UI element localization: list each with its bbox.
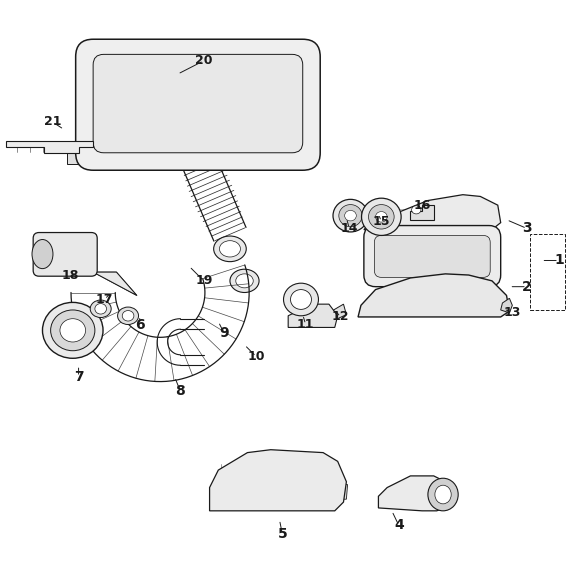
Ellipse shape xyxy=(118,307,139,325)
Text: 10: 10 xyxy=(248,350,265,363)
Ellipse shape xyxy=(283,283,319,316)
Polygon shape xyxy=(333,304,346,321)
Ellipse shape xyxy=(376,212,387,222)
Text: 16: 16 xyxy=(413,199,431,212)
Ellipse shape xyxy=(219,240,240,257)
Ellipse shape xyxy=(213,236,246,261)
Ellipse shape xyxy=(339,205,362,227)
Ellipse shape xyxy=(32,239,53,269)
Text: 12: 12 xyxy=(332,311,349,324)
Polygon shape xyxy=(6,141,93,153)
Text: 21: 21 xyxy=(44,115,61,129)
Polygon shape xyxy=(209,450,346,511)
Text: 4: 4 xyxy=(394,518,404,532)
Polygon shape xyxy=(501,298,512,313)
Text: 3: 3 xyxy=(522,222,532,235)
FancyBboxPatch shape xyxy=(375,235,490,277)
Ellipse shape xyxy=(345,211,356,221)
Text: 13: 13 xyxy=(504,307,521,319)
Ellipse shape xyxy=(122,311,134,321)
Text: 1: 1 xyxy=(554,253,564,267)
Polygon shape xyxy=(364,195,501,230)
FancyBboxPatch shape xyxy=(33,232,97,276)
Text: 2: 2 xyxy=(522,280,532,294)
Ellipse shape xyxy=(290,290,312,309)
Ellipse shape xyxy=(95,304,106,314)
Polygon shape xyxy=(67,153,102,164)
Text: 14: 14 xyxy=(340,222,358,235)
Ellipse shape xyxy=(60,319,86,342)
Text: 11: 11 xyxy=(297,318,315,331)
Text: 17: 17 xyxy=(96,293,113,306)
Ellipse shape xyxy=(236,274,253,288)
FancyBboxPatch shape xyxy=(93,54,303,153)
Text: 7: 7 xyxy=(74,370,83,384)
Ellipse shape xyxy=(369,205,394,229)
Polygon shape xyxy=(410,205,434,220)
Polygon shape xyxy=(358,274,509,317)
Text: 8: 8 xyxy=(176,384,185,398)
Ellipse shape xyxy=(333,199,368,232)
Ellipse shape xyxy=(51,310,95,351)
FancyBboxPatch shape xyxy=(76,39,320,170)
Polygon shape xyxy=(326,481,348,499)
Text: 9: 9 xyxy=(219,326,229,340)
FancyBboxPatch shape xyxy=(364,226,501,287)
Ellipse shape xyxy=(90,300,111,318)
Ellipse shape xyxy=(428,478,458,511)
Polygon shape xyxy=(93,272,137,295)
Ellipse shape xyxy=(362,198,401,235)
Polygon shape xyxy=(379,476,451,511)
Text: 5: 5 xyxy=(278,527,287,541)
Bar xyxy=(530,234,564,310)
Text: 15: 15 xyxy=(373,215,390,228)
Text: 20: 20 xyxy=(195,54,212,67)
Ellipse shape xyxy=(42,302,103,358)
Text: 19: 19 xyxy=(195,274,212,287)
Polygon shape xyxy=(355,211,370,223)
Text: 6: 6 xyxy=(135,318,145,332)
Ellipse shape xyxy=(412,206,421,214)
Text: 18: 18 xyxy=(61,269,79,281)
Polygon shape xyxy=(288,304,338,328)
Ellipse shape xyxy=(435,485,451,504)
Ellipse shape xyxy=(230,269,259,292)
